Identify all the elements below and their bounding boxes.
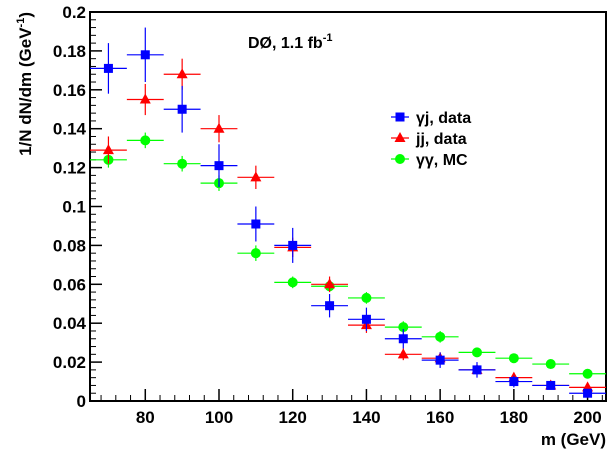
plot-frame xyxy=(89,11,607,402)
y-tick-label: 0.12 xyxy=(53,159,86,178)
x-tick-label: 140 xyxy=(352,408,380,427)
x-tick-label: 200 xyxy=(573,408,601,427)
y-tick-label: 0.08 xyxy=(53,236,86,255)
legend-label: γγ, MC xyxy=(416,152,468,169)
data-point xyxy=(398,322,409,333)
data-point xyxy=(582,368,593,379)
data-point xyxy=(103,63,113,73)
data-point xyxy=(250,171,262,182)
series-layer xyxy=(90,27,606,398)
series-1 xyxy=(90,58,606,392)
data-point xyxy=(361,292,372,303)
data-point xyxy=(250,248,261,259)
data-point xyxy=(288,240,298,250)
y-tick-label: 0.02 xyxy=(53,353,86,372)
data-point xyxy=(508,353,519,364)
x-tick-label: 100 xyxy=(205,408,233,427)
data-point xyxy=(509,377,519,387)
data-point xyxy=(287,277,298,288)
data-point xyxy=(251,219,261,229)
data-point xyxy=(397,348,409,359)
axes: 0 0.02 0.04 0.06 0.08 0.1 0.12 0.14 0.16 0.18 0.2 8… xyxy=(53,3,603,427)
data-point xyxy=(435,331,446,342)
data-point xyxy=(472,347,482,358)
data-point xyxy=(546,380,556,390)
data-point xyxy=(325,301,335,311)
y-tick-label: 0.14 xyxy=(53,120,87,139)
legend-marker xyxy=(395,112,405,122)
legend: γj, data jj, data γγ, MC xyxy=(391,110,471,169)
y-axis-title: 1/N dN/dm (GeV-1) xyxy=(15,12,35,156)
y-tick-label: 0.2 xyxy=(62,3,86,22)
data-point xyxy=(583,388,593,398)
series-2 xyxy=(90,132,606,379)
data-point xyxy=(545,359,556,370)
data-point xyxy=(140,50,150,60)
data-point xyxy=(102,144,114,155)
y-tick-label: 0 xyxy=(77,392,86,411)
x-tick-label: 120 xyxy=(279,408,307,427)
data-point xyxy=(472,365,482,375)
data-point xyxy=(324,278,336,289)
data-point xyxy=(435,355,445,365)
x-tick-label: 160 xyxy=(426,408,454,427)
data-point xyxy=(139,93,151,104)
data-point xyxy=(214,161,224,171)
x-tick-label: 180 xyxy=(500,408,528,427)
x-tick-label: 80 xyxy=(136,408,155,427)
data-point xyxy=(398,334,408,344)
data-point xyxy=(140,135,151,146)
legend-marker xyxy=(394,132,406,142)
x-axis-title: m (GeV) xyxy=(541,430,606,449)
y-tick-label: 0.18 xyxy=(53,42,86,61)
chart-annotation: DØ, 1.1 fb-1 xyxy=(248,32,332,52)
legend-label: γj, data xyxy=(416,110,471,127)
y-tick-label: 0.1 xyxy=(62,198,86,217)
series-0 xyxy=(90,27,606,398)
y-tick-label: 0.06 xyxy=(53,275,86,294)
y-tick-label: 0.16 xyxy=(53,81,86,100)
data-point xyxy=(177,158,188,169)
y-tick-label: 0.04 xyxy=(53,314,87,333)
data-point xyxy=(361,314,371,324)
data-point xyxy=(177,104,187,114)
legend-marker xyxy=(395,154,405,164)
legend-label: jj, data xyxy=(415,131,467,148)
data-point xyxy=(213,122,225,133)
data-point xyxy=(176,68,188,79)
